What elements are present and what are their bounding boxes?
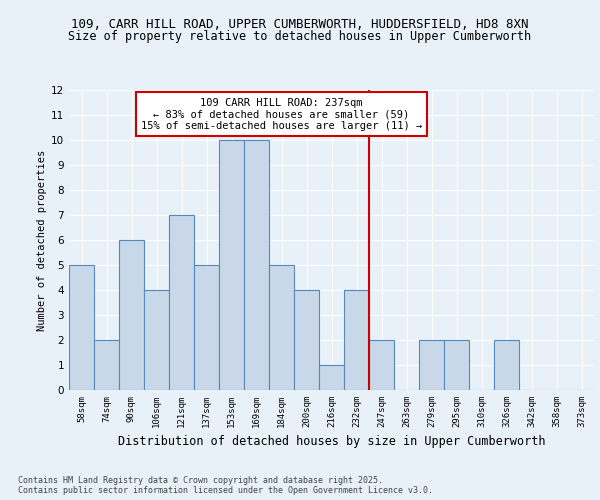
Text: 109, CARR HILL ROAD, UPPER CUMBERWORTH, HUDDERSFIELD, HD8 8XN: 109, CARR HILL ROAD, UPPER CUMBERWORTH, … (71, 18, 529, 30)
Text: 109 CARR HILL ROAD: 237sqm
← 83% of detached houses are smaller (59)
15% of semi: 109 CARR HILL ROAD: 237sqm ← 83% of deta… (141, 98, 422, 130)
Bar (269, 265, 294, 390)
Text: Size of property relative to detached houses in Upper Cumberworth: Size of property relative to detached ho… (68, 30, 532, 43)
Bar (444, 340, 469, 390)
Bar (319, 365, 344, 390)
Text: Contains HM Land Registry data © Crown copyright and database right 2025.
Contai: Contains HM Land Registry data © Crown c… (18, 476, 433, 495)
Bar (94, 340, 119, 390)
Y-axis label: Number of detached properties: Number of detached properties (37, 150, 47, 330)
Bar (419, 340, 444, 390)
Bar (294, 290, 319, 390)
Bar (344, 290, 369, 390)
X-axis label: Distribution of detached houses by size in Upper Cumberworth: Distribution of detached houses by size … (118, 436, 545, 448)
Bar (494, 340, 519, 390)
Bar (169, 215, 194, 390)
Bar (144, 290, 169, 390)
Bar (219, 140, 244, 390)
Bar (194, 265, 219, 390)
Bar (119, 240, 144, 390)
Bar (244, 140, 269, 390)
Bar (369, 340, 394, 390)
Bar (69, 265, 94, 390)
